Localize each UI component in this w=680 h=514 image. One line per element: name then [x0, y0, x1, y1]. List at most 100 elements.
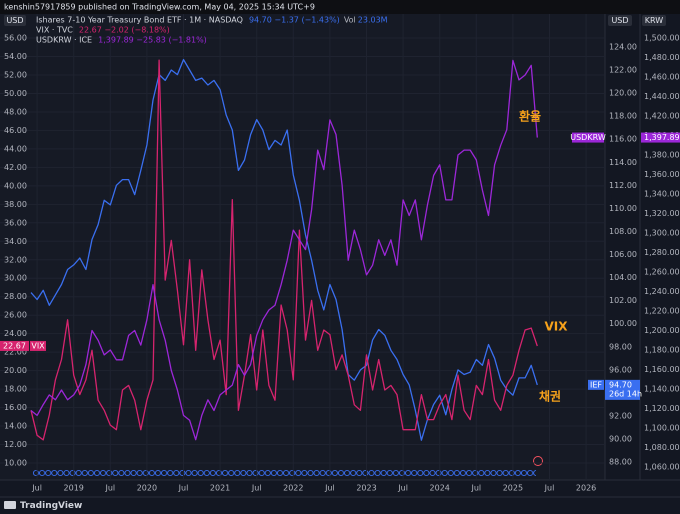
y-tick-label: 50.00 — [4, 89, 27, 98]
x-tick-label: Jul — [104, 484, 115, 493]
series-tag: USDKRW — [570, 133, 606, 142]
y-tick-label: 34.00 — [4, 237, 27, 246]
legend-name: VIX · TVC — [36, 26, 73, 35]
y-tick-label: 28.00 — [4, 292, 27, 301]
y3-axis-title: KRW — [645, 16, 663, 25]
axis-title-box — [608, 15, 632, 26]
x-tick-label: Jul — [324, 484, 335, 493]
y-tick-label: 38.00 — [4, 200, 27, 209]
plot-area — [0, 14, 605, 480]
y2-tick-label: 120.00 — [609, 89, 637, 98]
x-tick-label: Jul — [544, 484, 555, 493]
y2-tick-label: 102.00 — [609, 296, 637, 305]
x-tick-label: Jul — [31, 484, 42, 493]
y2-tick-label: 110.00 — [609, 204, 637, 213]
y3-tick-label: 1,440.00 — [644, 92, 680, 101]
series-tag-box — [572, 132, 604, 143]
event-marker — [533, 456, 543, 466]
y3-tick-label: 1,140.00 — [644, 385, 680, 394]
event-markers — [33, 468, 536, 478]
y-tick-label: 36.00 — [4, 218, 27, 227]
y3-tick-label: 1,280.00 — [644, 248, 680, 257]
y2-tick-label: 122.00 — [609, 66, 637, 75]
y-axis-title: USD — [6, 16, 23, 25]
y-tick-label: 52.00 — [4, 70, 27, 79]
annotation: 환율 — [519, 109, 541, 124]
series-line — [30, 59, 538, 441]
y3-tick-label: 1,500.00 — [644, 33, 680, 42]
y2-tick-label: 88.00 — [609, 458, 632, 467]
y-tick-label: 26.00 — [4, 311, 27, 320]
y3-tick-label: 1,160.00 — [644, 365, 680, 374]
price-tag-value: 1,397.89 — [644, 133, 680, 142]
footer-logo: TradingView — [4, 501, 82, 511]
y3-tick-label: 1,100.00 — [644, 424, 680, 433]
legend-name: USDKRW · ICE — [36, 36, 92, 45]
header-bar — [0, 0, 680, 14]
y3-tick-label: 1,180.00 — [644, 346, 680, 355]
y3-tick-label: 1,480.00 — [644, 53, 680, 62]
y2-tick-label: 104.00 — [609, 273, 637, 282]
y2-tick-label: 124.00 — [609, 42, 637, 51]
y-tick-label: 54.00 — [4, 52, 27, 61]
x-tick-label: 2022 — [283, 484, 303, 493]
y3-tick-label: 1,200.00 — [644, 326, 680, 335]
y-tick-label: 56.00 — [4, 34, 27, 43]
y-tick-label: 48.00 — [4, 107, 27, 116]
y3-tick-label: 1,240.00 — [644, 287, 680, 296]
series-tag-box — [30, 340, 46, 351]
y2-tick-label: 98.00 — [609, 342, 632, 351]
x-tick-label: Jul — [470, 484, 481, 493]
y3-tick-label: 1,080.00 — [644, 443, 680, 452]
series-tag: VIX — [31, 341, 45, 350]
series-tag-box — [588, 379, 604, 390]
y3-tick-label: 1,260.00 — [644, 268, 680, 277]
x-tick-label: Jul — [251, 484, 262, 493]
footer-brand: TradingView — [20, 501, 82, 511]
y-tick-label: 22.00 — [4, 348, 27, 357]
x-tick-label: 2024 — [430, 484, 450, 493]
y3-tick-label: 1,220.00 — [644, 307, 680, 316]
x-tick-label: 2023 — [356, 484, 376, 493]
y-tick-label: 30.00 — [4, 274, 27, 283]
series-tag: IEF — [590, 380, 602, 389]
y2-tick-label: 118.00 — [609, 112, 637, 121]
attribution: kenshin57917859 published on TradingView… — [4, 3, 315, 12]
x-tick-label: 2019 — [64, 484, 84, 493]
annotation: VIX — [544, 320, 568, 334]
axis-title-box — [642, 15, 666, 26]
axis-title-box — [4, 15, 26, 26]
y3-tick-label: 1,320.00 — [644, 209, 680, 218]
y3-tick-label: 1,060.00 — [644, 463, 680, 472]
y3-tick-label: 1,120.00 — [644, 404, 680, 413]
y-tick-label: 14.00 — [4, 422, 27, 431]
y2-tick-label: 116.00 — [609, 135, 637, 144]
y2-tick-label: 114.00 — [609, 158, 637, 167]
y2-axis-title: USD — [611, 16, 628, 25]
legend-name: Ishares 7-10 Year Treasury Bond ETF · 1M… — [36, 16, 243, 25]
y2-tick-label: 108.00 — [609, 227, 637, 236]
y-tick-label: 42.00 — [4, 163, 27, 172]
y-tick-label: 46.00 — [4, 126, 27, 135]
price-tag-value: 94.70 — [609, 380, 632, 389]
price-tag-box — [605, 379, 640, 400]
y2-tick-label: 112.00 — [609, 181, 637, 190]
price-tag-countdown: 26d 14h — [609, 389, 642, 398]
y2-tick-label: 92.00 — [609, 411, 632, 420]
x-tick-label: Jul — [397, 484, 408, 493]
y3-tick-label: 1,380.00 — [644, 151, 680, 160]
y-tick-label: 10.00 — [4, 459, 27, 468]
x-tick-label: 2020 — [137, 484, 157, 493]
annotation: 채권 — [539, 389, 561, 404]
y3-tick-label: 1,360.00 — [644, 170, 680, 179]
y-tick-label: 20.00 — [4, 366, 27, 375]
legend-vol-label: Vol — [344, 16, 356, 25]
series-line — [30, 58, 538, 441]
y2-tick-label: 96.00 — [609, 365, 632, 374]
y-tick-label: 32.00 — [4, 255, 27, 264]
legend-vol: 23.03M — [358, 16, 388, 25]
y-tick-label: 18.00 — [4, 385, 27, 394]
legend-quote: 22.67 −2.02 (−8.18%) — [79, 26, 170, 35]
